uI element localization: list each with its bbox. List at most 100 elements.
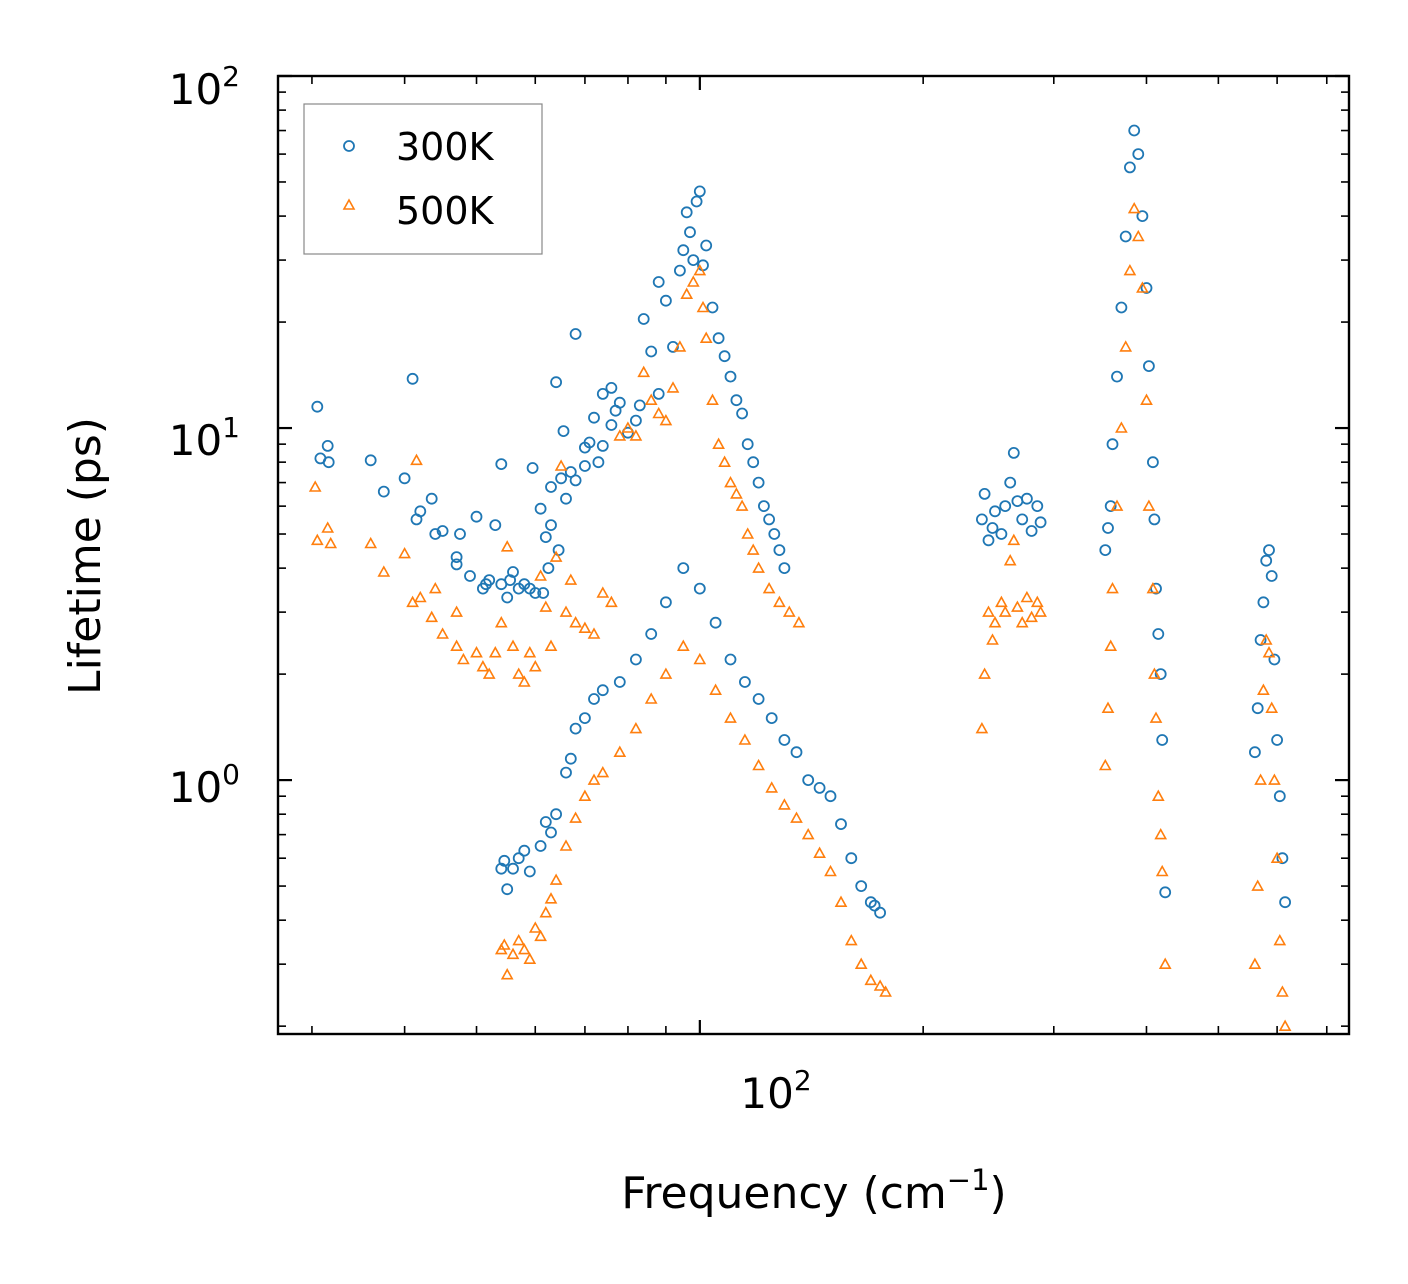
point-500k: [1259, 633, 1273, 645]
point-300k: [529, 587, 542, 599]
point-500k: [506, 639, 520, 651]
point-300k: [978, 487, 991, 500]
point-500k: [741, 527, 755, 539]
point-300k: [1156, 734, 1169, 746]
point-300k: [1104, 500, 1117, 513]
x-axis-label: Frequency (cm−1): [621, 1163, 1006, 1219]
point-500k: [1127, 201, 1141, 214]
point-300k: [976, 513, 988, 526]
point-500k: [470, 646, 483, 658]
point-500k: [1030, 595, 1044, 608]
point-300k: [1271, 734, 1283, 746]
point-300k: [526, 462, 539, 474]
point-300k: [736, 407, 748, 420]
point-500k: [450, 605, 463, 617]
point-500k: [1265, 701, 1279, 713]
point-500k: [488, 646, 502, 658]
point-500k: [834, 895, 848, 907]
point-300k: [1268, 653, 1281, 666]
point-300k: [790, 746, 803, 759]
point-500k: [1146, 581, 1160, 594]
point-500k: [1015, 616, 1029, 628]
point-500k: [613, 745, 627, 757]
point-500k: [1248, 957, 1262, 969]
point-300k: [845, 852, 858, 865]
point-300k: [523, 865, 536, 878]
point-300k: [687, 254, 700, 267]
point-300k: [545, 481, 557, 493]
point-500k: [1273, 933, 1287, 946]
point-500k: [824, 864, 837, 877]
point-300k: [874, 906, 886, 919]
point-300k: [718, 350, 731, 363]
point-500k: [482, 667, 496, 679]
point-300k: [539, 816, 552, 828]
point-500k: [534, 569, 547, 581]
point-300k: [501, 883, 514, 896]
point-300k: [1016, 513, 1029, 526]
point-300k: [507, 566, 519, 578]
point-300k: [377, 485, 390, 498]
point-500k: [854, 957, 868, 969]
point-500k: [500, 540, 514, 552]
point-300k: [1260, 554, 1273, 567]
point-300k: [1147, 456, 1159, 469]
point-500k: [544, 639, 558, 651]
point-300k: [645, 628, 658, 640]
point-300k: [1136, 210, 1149, 223]
point-300k: [425, 492, 438, 505]
point-300k: [550, 376, 562, 389]
point-500k: [425, 610, 439, 623]
point-500k: [1025, 610, 1038, 623]
point-300k: [322, 456, 335, 469]
point-300k: [633, 399, 646, 412]
point-500k: [673, 340, 687, 352]
point-300k: [741, 438, 754, 451]
point-300k: [739, 676, 751, 688]
point-500k: [1123, 263, 1137, 276]
point-500k: [324, 536, 338, 549]
point-500k: [998, 605, 1012, 617]
point-300k: [645, 345, 658, 358]
point-500k: [644, 692, 658, 704]
point-500k: [790, 811, 803, 823]
point-500k: [978, 667, 991, 679]
point-300k: [560, 492, 572, 505]
point-500k: [1148, 667, 1161, 679]
point-300k: [545, 519, 557, 531]
point-500k: [1131, 229, 1145, 242]
point-500k: [321, 521, 335, 533]
point-500k: [724, 475, 737, 488]
point-500k: [559, 839, 573, 851]
point-300k: [579, 712, 591, 724]
point-500k: [528, 660, 542, 672]
point-500k: [1257, 683, 1270, 695]
point-300k: [564, 752, 577, 765]
point-500k: [436, 627, 449, 639]
point-500k: [310, 533, 324, 546]
point-500k: [450, 639, 463, 651]
data-points: [308, 124, 1292, 1031]
point-500k: [1154, 827, 1168, 840]
point-300k: [498, 854, 511, 867]
point-500k: [844, 933, 858, 946]
point-300k: [1102, 522, 1114, 534]
point-300k: [560, 766, 572, 779]
point-500k: [1101, 701, 1115, 713]
point-300k: [677, 562, 690, 574]
point-300k: [569, 722, 582, 735]
point-500k: [1158, 957, 1172, 969]
point-300k: [1007, 446, 1020, 459]
point-300k: [700, 239, 713, 252]
point-300k: [534, 840, 547, 852]
series-300k: [311, 124, 1291, 919]
point-300k: [364, 454, 377, 467]
point-500k: [476, 660, 490, 672]
point-500k: [1020, 590, 1034, 603]
series-500k: [308, 201, 1292, 1031]
point-300k: [706, 301, 719, 314]
point-500k: [428, 581, 442, 594]
point-500k: [1034, 605, 1047, 617]
point-500k: [517, 675, 531, 687]
